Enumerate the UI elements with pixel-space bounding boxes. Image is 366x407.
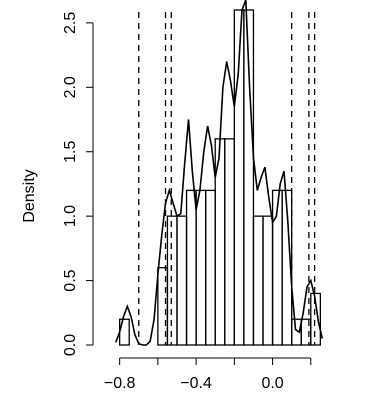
histogram-bars (118, 9, 322, 346)
histogram-bar-15 (262, 215, 274, 346)
histogram-bar-14 (252, 215, 264, 346)
y-tick-label-5: 2.5 (62, 12, 79, 34)
histogram-bar-8 (195, 189, 207, 346)
x-tick-label-2: 0.0 (261, 375, 283, 392)
y-tick-label-0: 0.0 (62, 334, 79, 356)
y-axis-label: Density (21, 169, 38, 222)
dashed-reference-lines (138, 12, 316, 345)
x-tick-label-1: −0.4 (180, 375, 212, 392)
y-tick-label-4: 2.0 (62, 76, 79, 98)
x-axis: −0.8 −0.4 0.0 (104, 357, 312, 392)
density-curve (115, 0, 324, 346)
histogram-bar-6 (176, 215, 188, 346)
histogram-bar-7 (185, 189, 197, 346)
x-tick-label-0: −0.8 (104, 375, 136, 392)
y-axis: 0.0 0.5 1.0 1.5 2.0 2.5 (62, 12, 94, 356)
y-tick-label-1: 0.5 (62, 269, 79, 291)
histogram-bar-11 (224, 138, 235, 346)
histogram-bar-20 (310, 292, 322, 346)
histogram-bar-5 (166, 215, 178, 346)
y-tick-label-2: 1.0 (62, 205, 79, 227)
histogram-bar-13 (243, 9, 255, 346)
histogram-bar-9 (205, 189, 216, 346)
y-tick-label-3: 1.5 (62, 141, 79, 163)
